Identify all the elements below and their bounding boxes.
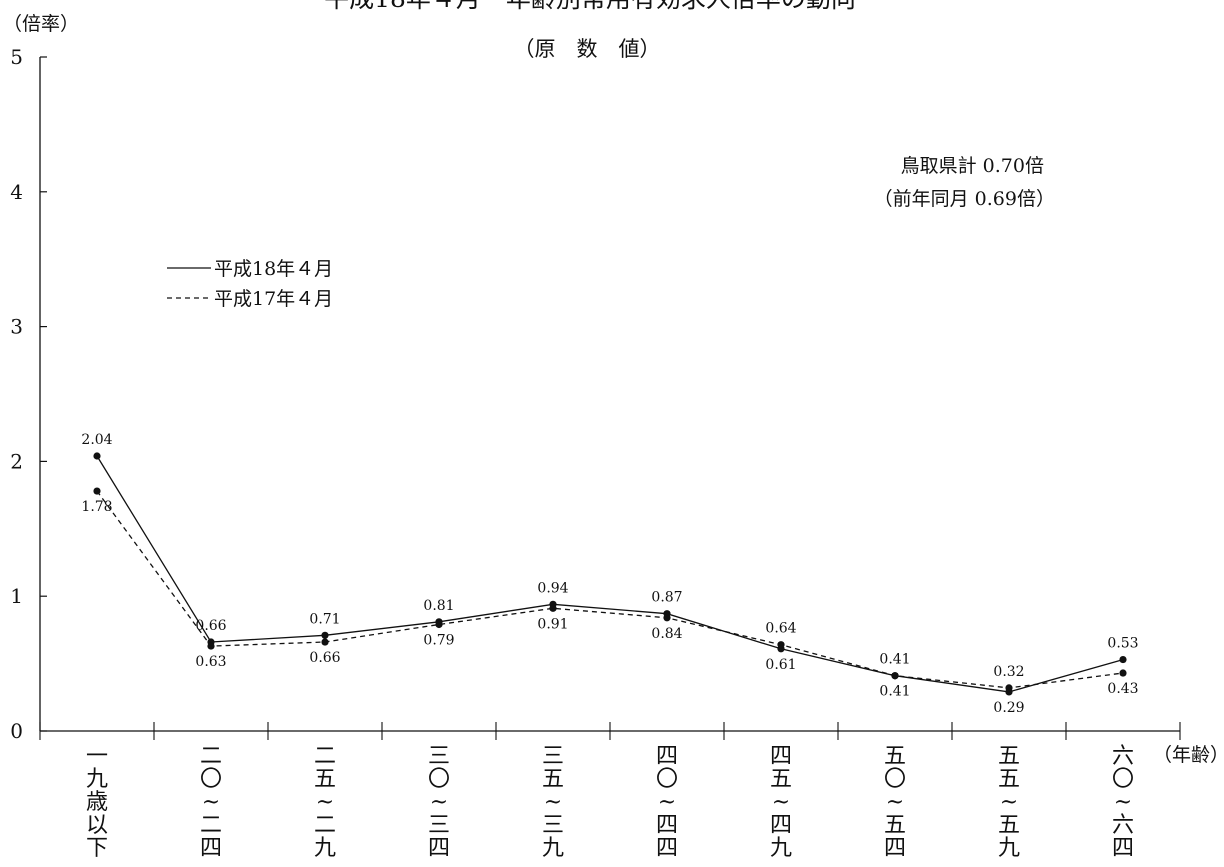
data-label: 0.63: [195, 654, 226, 670]
data-point: [321, 631, 329, 639]
y-tick-label: 1: [10, 584, 23, 608]
annotation-prefecture-total: 鳥取県計 0.70倍: [901, 155, 1044, 177]
data-label: 0.84: [651, 626, 682, 642]
data-point: [891, 672, 899, 680]
data-point: [321, 638, 329, 646]
data-point: [663, 614, 671, 622]
x-tick-label: 一九歳以下: [86, 744, 108, 861]
x-axis: 一九歳以下 二〇~二四 二五~二九 三〇~三四 三五~三九 四〇~四四 四五~四九 五〇~五四…: [39, 722, 1181, 861]
data-point: [207, 642, 215, 650]
legend-label-2005: 平成17年４月: [214, 288, 333, 310]
data-label: 0.71: [309, 611, 340, 627]
data-label: 1.78: [81, 499, 112, 515]
data-label: 0.94: [537, 580, 568, 596]
data-point: [435, 620, 443, 629]
data-label: 0.61: [765, 657, 796, 673]
x-axis-label: （年齢）: [1153, 744, 1224, 766]
legend-label-2006: 平成18年４月: [214, 258, 333, 280]
chart-subtitle: （原 数 値）: [514, 37, 661, 61]
x-tick-label: 二五~二九: [314, 744, 336, 861]
data-point: [93, 487, 101, 495]
data-point: [1119, 669, 1127, 677]
x-tick-label: 四〇~四四: [656, 744, 678, 861]
x-tick-label: 六〇~六四: [1112, 744, 1134, 861]
y-tick-label: 3: [10, 315, 23, 339]
data-label: 0.66: [195, 618, 226, 634]
data-point: [93, 452, 101, 460]
data-label: 0.64: [765, 621, 796, 637]
x-tick-label: 二〇~二四: [200, 744, 222, 861]
x-tick-label: 三〇~三四: [428, 744, 450, 861]
x-tick-label: 五〇~五四: [884, 744, 906, 861]
series-line-2006: [96, 455, 1124, 693]
series-lines: [96, 455, 1124, 693]
data-label: 2.04: [81, 432, 112, 448]
y-tick-label: 2: [10, 449, 23, 473]
annotation-previous-year: （前年同月 0.69倍）: [874, 188, 1055, 210]
y-tick-label: 5: [10, 45, 23, 69]
series-line-2005: [96, 490, 1124, 689]
x-tick-label: 五五~五九: [998, 744, 1020, 861]
data-label: 0.81: [423, 598, 454, 614]
data-point: [777, 641, 785, 649]
legend: 平成18年４月 平成17年４月: [167, 258, 333, 310]
data-label: 0.43: [1107, 681, 1138, 697]
data-label: 0.91: [537, 616, 568, 632]
summary-annotation: 鳥取県計 0.70倍 （前年同月 0.69倍）: [874, 155, 1055, 210]
data-point: [1119, 655, 1127, 664]
y-tick-label: 4: [10, 180, 23, 204]
data-label: 0.41: [879, 684, 910, 700]
data-label: 0.79: [423, 633, 454, 649]
x-tick-label: 四五~四九: [770, 744, 792, 861]
data-label: 0.29: [993, 700, 1024, 716]
data-label: 0.87: [651, 590, 682, 606]
data-labels: 2.04 1.78 0.66 0.63 0.71 0.66 0.81 0.79 0.94 0.91…: [81, 432, 1138, 716]
data-label: 0.32: [993, 664, 1024, 680]
y-axis: 0 1 2 3 4 5: [10, 45, 47, 743]
y-axis-label: （倍率）: [3, 13, 79, 35]
y-tick-label: 0: [10, 719, 23, 743]
series-points: [93, 452, 1127, 696]
data-label: 0.53: [1107, 636, 1138, 652]
data-point: [1005, 684, 1013, 692]
x-tick-label: 三五~三九: [542, 744, 564, 861]
data-label: 0.66: [309, 650, 340, 666]
data-point: [549, 604, 557, 612]
chart-title: 平成18年４月 年齢別常用有効求人倍率の動向: [324, 0, 856, 13]
data-label: 0.41: [879, 652, 910, 668]
